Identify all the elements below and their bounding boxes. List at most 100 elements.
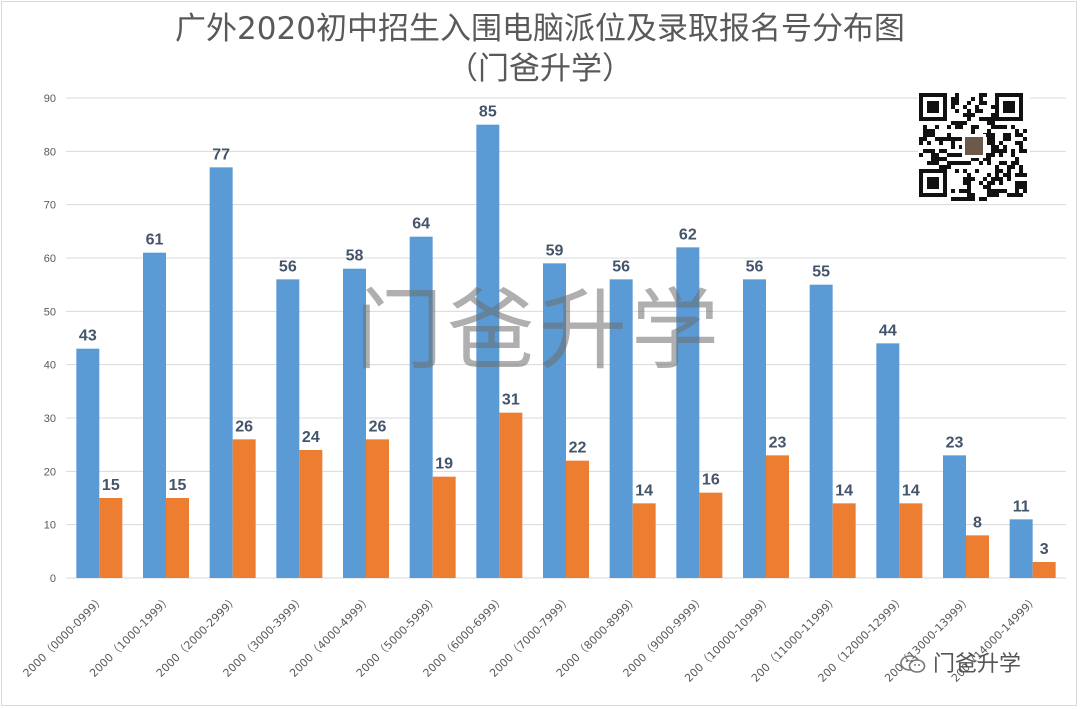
qr-module xyxy=(939,149,943,153)
qr-module xyxy=(967,197,971,201)
qr-module xyxy=(971,157,975,161)
qr-module xyxy=(951,189,955,193)
data-label: 62 xyxy=(679,226,697,243)
qr-module xyxy=(935,125,939,129)
qr-module xyxy=(1007,173,1011,177)
qr-module xyxy=(1015,181,1019,185)
qr-module xyxy=(1015,141,1019,145)
data-label: 59 xyxy=(546,242,564,259)
qr-module xyxy=(971,113,975,117)
bar xyxy=(832,503,856,578)
qr-module xyxy=(991,113,995,117)
data-label: 24 xyxy=(302,429,320,446)
qr-module xyxy=(919,141,923,145)
qr-module xyxy=(975,105,979,109)
data-label: 16 xyxy=(702,472,720,489)
qr-module xyxy=(963,113,967,117)
bar xyxy=(232,439,256,578)
wechat-icon xyxy=(900,654,926,674)
qr-module xyxy=(1003,137,1007,141)
qr-module xyxy=(1003,149,1007,153)
bar xyxy=(99,498,123,578)
qr-module xyxy=(991,121,995,125)
qr-module xyxy=(947,137,951,141)
data-label: 14 xyxy=(835,482,853,499)
qr-module xyxy=(927,129,931,133)
qr-module xyxy=(1003,133,1007,137)
qr-module xyxy=(995,189,999,193)
qr-module xyxy=(987,173,991,177)
qr-module xyxy=(931,133,935,137)
qr-module xyxy=(979,197,983,201)
qr-module xyxy=(987,141,991,145)
qr-module xyxy=(979,101,983,105)
qr-module xyxy=(951,153,955,157)
qr-module xyxy=(947,161,951,165)
qr-module xyxy=(955,121,959,125)
qr-module xyxy=(955,197,959,201)
qr-module xyxy=(959,145,963,149)
qr-module xyxy=(955,97,959,101)
qr-module xyxy=(1019,145,1023,149)
qr-module xyxy=(963,169,967,173)
data-label: 22 xyxy=(569,440,587,457)
qr-module xyxy=(923,129,927,133)
data-labels: 43 15 61 15 77 26 56 24 58 26 64 19 85 31 59 22 56 14 62 16… xyxy=(79,104,1049,558)
data-label: 64 xyxy=(412,216,430,233)
brand-text: 门爸升学 xyxy=(933,652,1022,677)
data-label: 23 xyxy=(946,434,964,451)
bar xyxy=(566,460,589,578)
y-tick-label: 90 xyxy=(44,93,56,105)
qr-module xyxy=(1019,165,1023,169)
bar xyxy=(432,476,456,578)
qr-module xyxy=(931,149,935,153)
qr-module xyxy=(983,101,987,105)
qr-module xyxy=(955,109,959,113)
qr-module xyxy=(999,141,1003,145)
qr-module xyxy=(999,181,1003,185)
qr-module xyxy=(1019,193,1023,197)
data-label: 14 xyxy=(635,482,653,499)
qr-module xyxy=(931,161,935,165)
qr-module xyxy=(987,185,991,189)
qr-module xyxy=(947,125,951,129)
qr-module xyxy=(987,133,991,137)
qr-code-icon xyxy=(918,92,1030,202)
qr-module xyxy=(963,181,967,185)
data-label: 26 xyxy=(369,418,387,435)
data-label: 56 xyxy=(746,258,764,275)
qr-module xyxy=(971,129,975,133)
qr-module xyxy=(939,141,943,145)
chart-title: 广外2020初中招生入围电脑派位及录取报名号分布图 xyxy=(175,11,905,47)
qr-module xyxy=(1003,189,1007,193)
qr-module xyxy=(1015,157,1019,161)
bar xyxy=(766,455,789,578)
qr-module xyxy=(987,193,991,197)
qr-module xyxy=(983,185,987,189)
qr-module xyxy=(995,177,999,181)
bar xyxy=(609,279,633,578)
qr-module xyxy=(991,189,995,193)
qr-module xyxy=(987,153,991,157)
qr-module xyxy=(963,189,967,193)
qr-module xyxy=(995,125,999,129)
qr-module xyxy=(931,129,935,133)
qr-module xyxy=(923,125,927,129)
qr-module xyxy=(967,161,971,165)
qr-module xyxy=(983,93,987,97)
data-label: 14 xyxy=(902,482,920,499)
qr-module xyxy=(967,117,971,121)
bar xyxy=(166,498,189,578)
qr-module xyxy=(1023,173,1027,177)
qr-module xyxy=(927,161,931,165)
qr-module xyxy=(1023,181,1027,185)
data-label: 58 xyxy=(346,248,364,265)
qr-module xyxy=(1015,129,1019,133)
qr-module xyxy=(959,137,963,141)
qr-module xyxy=(1003,125,1007,129)
qr-module xyxy=(943,149,947,153)
bar xyxy=(366,439,389,578)
data-label: 23 xyxy=(769,434,787,451)
chart-subtitle: （门爸升学） xyxy=(447,51,633,87)
